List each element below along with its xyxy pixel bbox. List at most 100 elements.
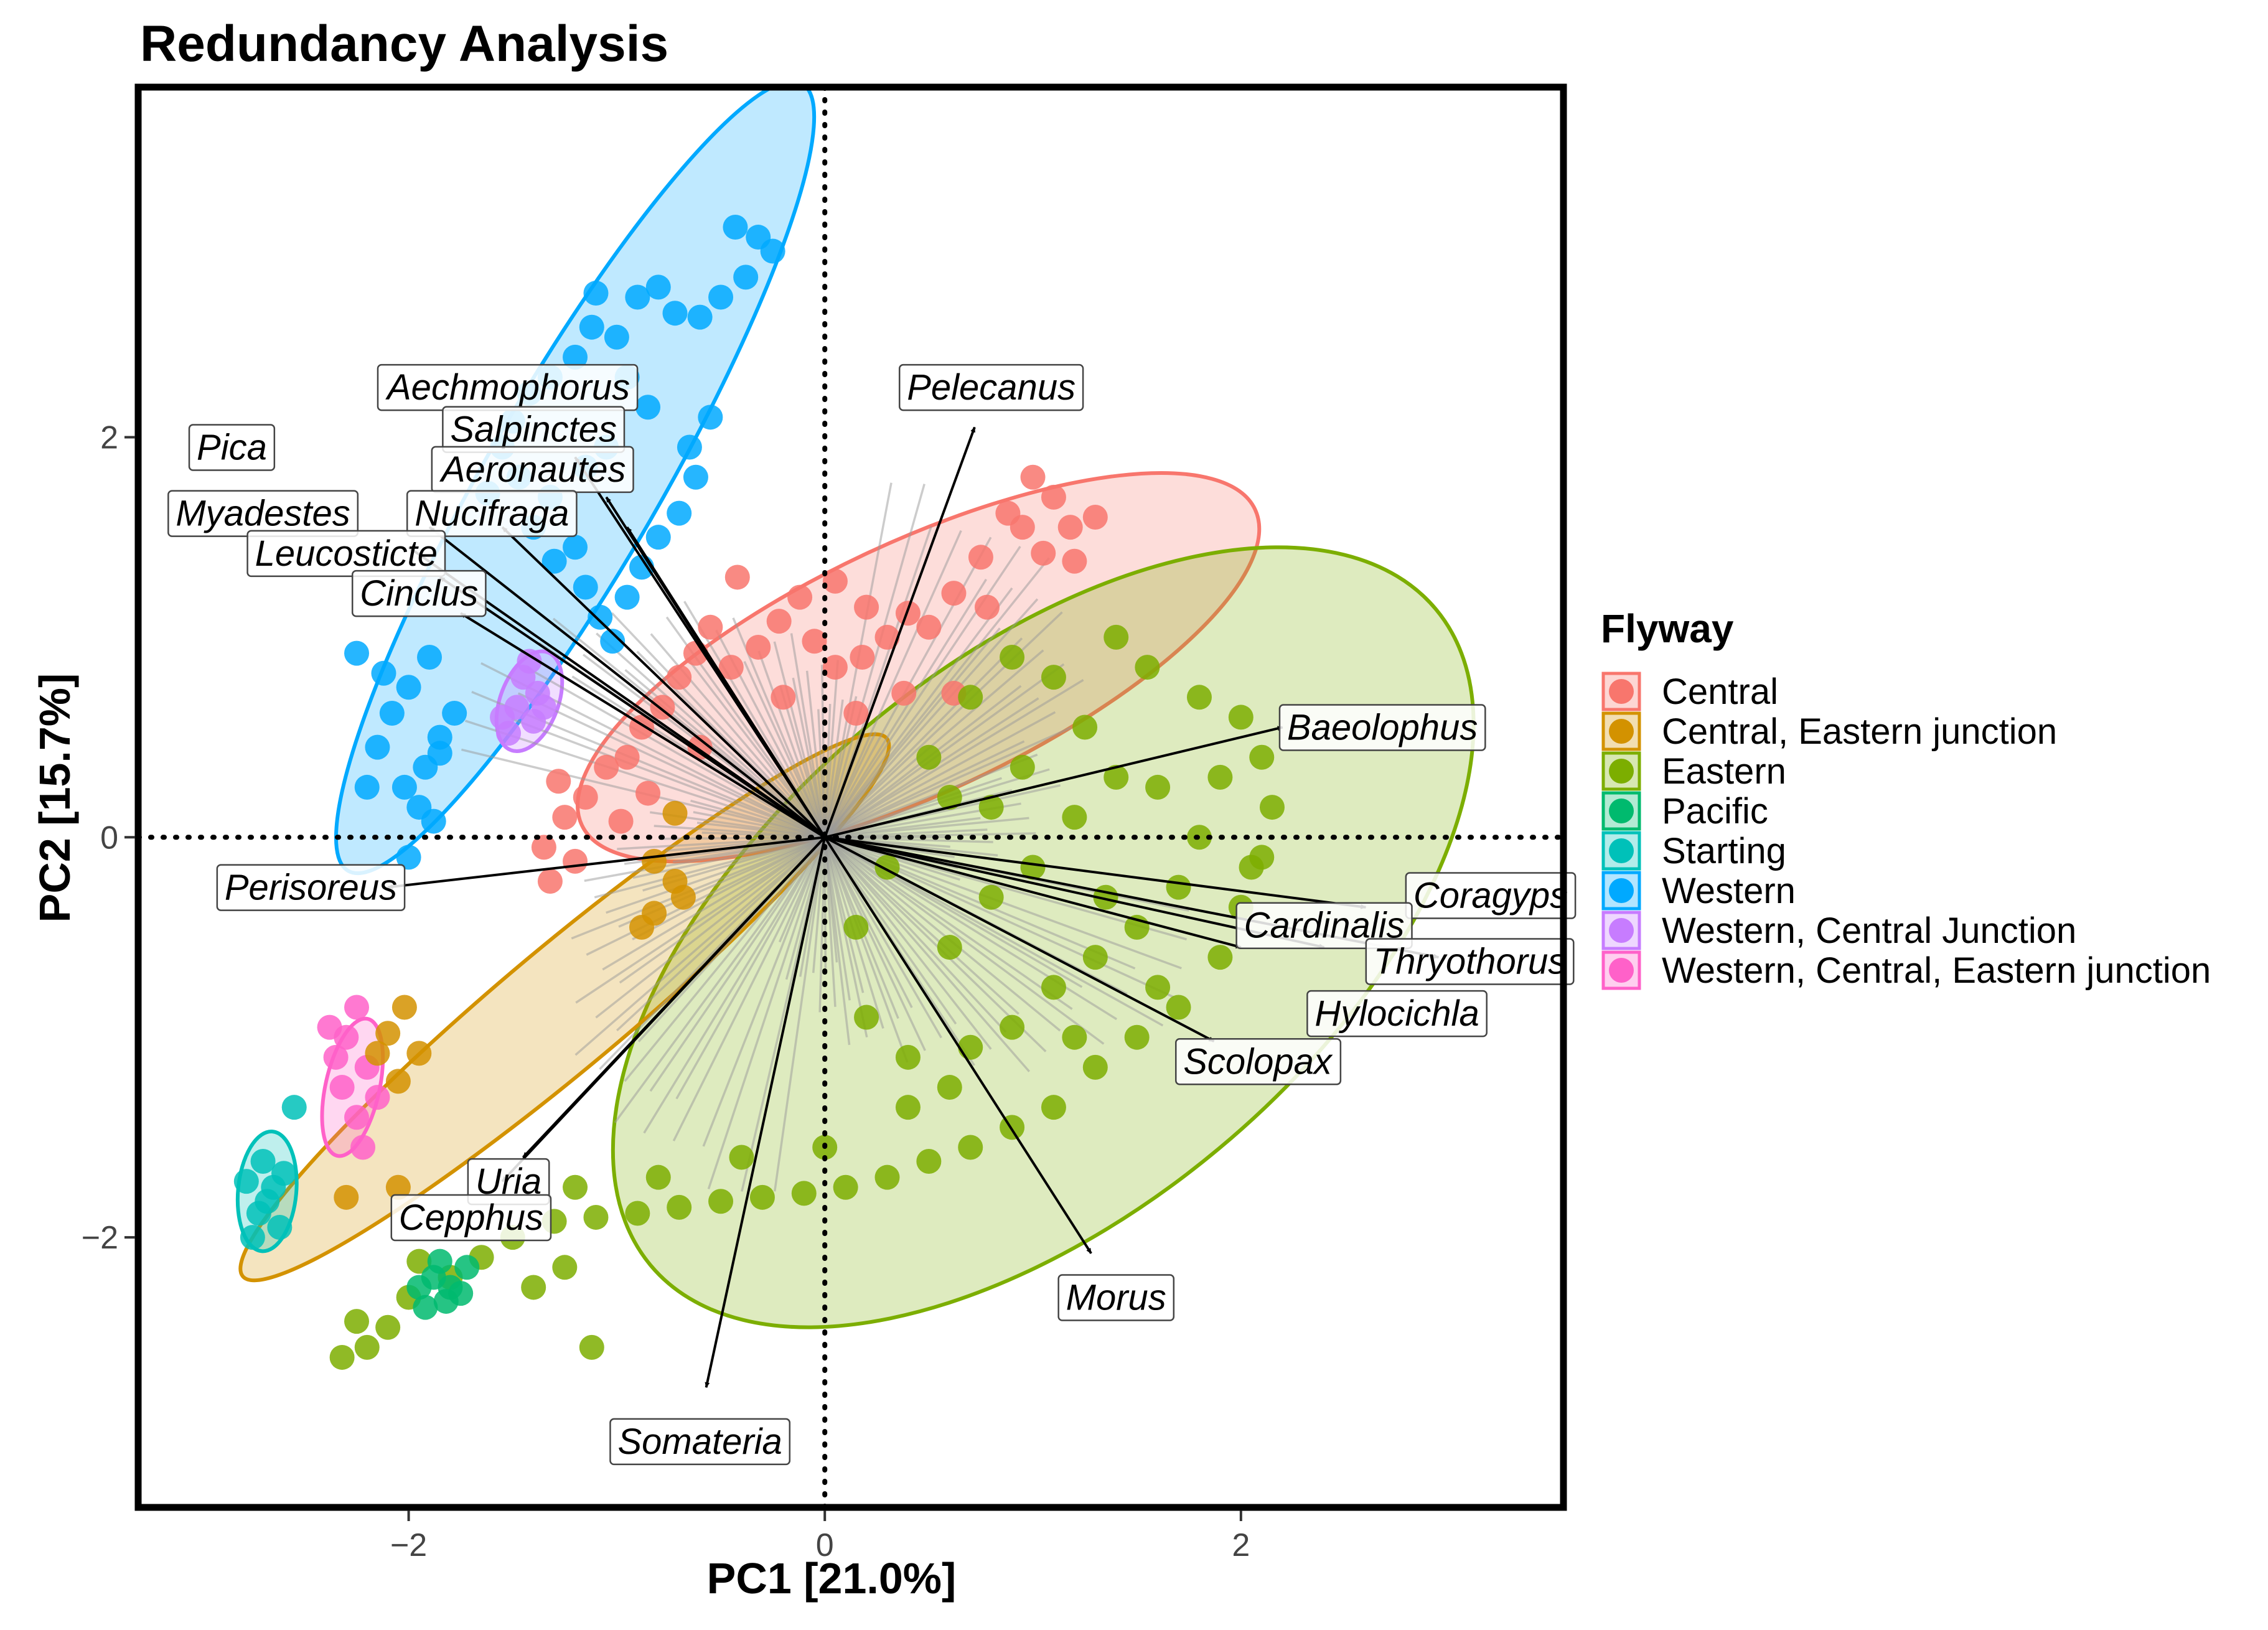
point-western [344,640,370,666]
point-western [396,675,421,700]
label-coragyps: Coragyps [1405,872,1577,919]
loading-line [619,836,826,984]
label-box [1057,1274,1175,1321]
point-eastern [937,785,962,810]
point-western [683,464,708,490]
vector-pelecanus [823,426,976,838]
loading-line [686,657,826,838]
label-box [609,1418,791,1466]
loading-line [823,837,851,1046]
loading-line [823,836,957,1025]
point-eastern [1259,795,1285,820]
loading-line [824,836,1019,1015]
point-central [771,685,796,710]
point-western [733,265,759,290]
loading-line [571,836,825,940]
species-label-text: Myadestes [176,494,350,534]
point-pacific [406,1275,432,1300]
loading-line [778,836,826,943]
legend-dot [1609,679,1634,704]
vector-cinclus [460,612,826,838]
point-western [365,734,390,760]
point-western [563,344,588,370]
label-nucifraga: Nucifraga [406,490,578,537]
point-eastern [1041,1095,1066,1120]
point-central [850,645,875,670]
loading-line [594,836,825,899]
point-eastern [1062,1024,1087,1050]
legend-label: Central, Eastern junction [1662,711,2057,752]
point-central-eastern-junction [391,995,417,1020]
species-label-text: Cinclus [360,573,478,614]
point-eastern [1239,855,1264,880]
point-eastern [843,914,869,940]
point-eastern [833,1174,858,1200]
loading-line [824,836,1118,1021]
loading-line [683,601,826,838]
point-central [667,665,692,690]
point-western-central-junction [531,695,556,720]
point-western [588,604,613,630]
label-aeronautes: Aeronautes [431,446,634,494]
loading-line [790,633,826,838]
loading-line [595,836,826,1019]
legend-dot [1609,759,1634,784]
loading-line [824,663,1065,838]
point-central [552,805,578,830]
point-eastern [1207,764,1233,790]
point-starting [233,1169,259,1194]
point-central [1020,464,1046,490]
loading-line [690,799,825,838]
loading-line [464,719,825,838]
loading-line [823,530,962,838]
point-western-central-junction [517,649,542,674]
loading-line [616,836,826,1032]
loading-line [823,557,1050,838]
point-eastern [375,1314,401,1340]
point-eastern [1000,645,1025,670]
point-starting [250,1148,276,1174]
x-axis-title: PC1 [21.0%] [707,1554,957,1603]
legend-dot [1609,719,1634,744]
point-central-eastern-junction [385,1069,411,1094]
point-central [995,500,1021,526]
loading-line [823,699,844,838]
loading-line [825,817,1029,839]
species-label-text: Perisoreus [225,868,397,908]
label-thryothorus: Thryothorus [1365,938,1575,985]
legend-item-central: Central [1601,672,1778,712]
x-tick-label: 0 [816,1527,834,1563]
point-eastern [1249,744,1275,770]
loading-line [773,641,826,838]
species-label-text: Coragyps [1413,875,1568,916]
loading-line [596,632,826,838]
point-eastern [1062,805,1087,830]
point-western-central-eastern-junction [323,1044,349,1070]
legend-label: Eastern [1662,751,1786,792]
point-western [667,500,692,526]
point-starting [267,1215,293,1240]
point-eastern [958,685,983,710]
label-hylocichla: Hylocichla [1306,990,1488,1037]
loading-line [649,836,826,1092]
point-western [708,284,734,310]
legend-dot [1609,838,1634,863]
point-central [746,634,771,660]
legend-title: Flyway [1601,606,1734,651]
point-eastern [1104,624,1129,650]
point-eastern [937,1075,962,1100]
label-salpinctes: Salpinctes [442,406,626,453]
loading-line [824,836,1105,1045]
loading-line [823,836,942,1039]
label-scolopax: Scolopax [1175,1038,1342,1085]
legend-dot [1609,878,1634,903]
vector-layer [387,426,1440,1389]
species-label-text: Aechmophorus [385,367,630,408]
label-morus: Morus [1057,1274,1175,1321]
point-eastern [895,1044,921,1070]
point-eastern [1228,705,1253,730]
point-western-central-eastern-junction [344,1105,370,1130]
vector-leucosticte [439,576,826,838]
